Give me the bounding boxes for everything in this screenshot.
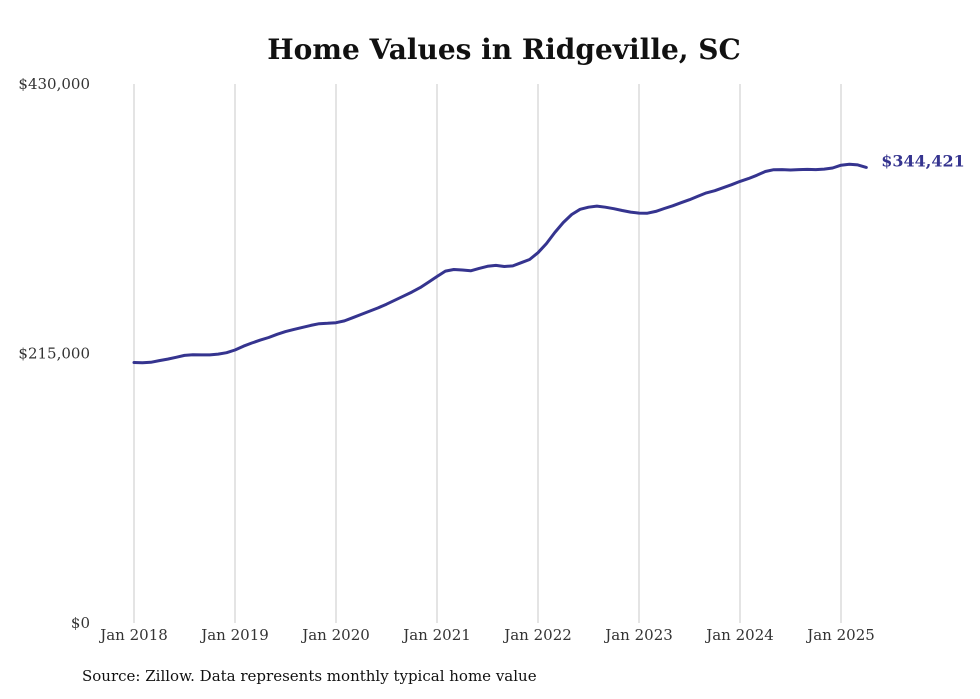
x-gridlines	[133, 84, 842, 623]
x-tick-label-7: Jan 2025	[805, 626, 875, 644]
y-tick-label-2: $430,000	[18, 75, 90, 93]
chart-title: Home Values in Ridgeville, SC	[267, 33, 741, 66]
series-line-0	[132, 162, 868, 365]
x-tick-label-4: Jan 2022	[502, 626, 572, 644]
end-labels: $344,421	[881, 151, 965, 170]
x-tick-label-6: Jan 2024	[704, 626, 774, 644]
end-value-label-0: $344,421	[881, 151, 965, 170]
x-tick-label-5: Jan 2023	[603, 626, 673, 644]
x-tick-label-0: Jan 2018	[98, 626, 168, 644]
x-axis-ticks: Jan 2018 Jan 2019 Jan 2020 Jan 2021 Jan 2022…	[98, 626, 875, 644]
y-tick-label-1: $215,000	[18, 345, 90, 363]
x-tick-label-1: Jan 2019	[199, 626, 269, 644]
y-axis-ticks: $0 $215,000 $430,000	[18, 75, 90, 632]
x-tick-label-3: Jan 2021	[401, 626, 471, 644]
series-layer	[132, 162, 868, 365]
line-chart: Home Values in Ridgeville, SC $0 $215,000…	[18, 33, 965, 644]
x-tick-label-2: Jan 2020	[300, 626, 370, 644]
source-note: Source: Zillow. Data represents monthly …	[82, 667, 537, 685]
y-tick-label-0: $0	[71, 614, 90, 632]
